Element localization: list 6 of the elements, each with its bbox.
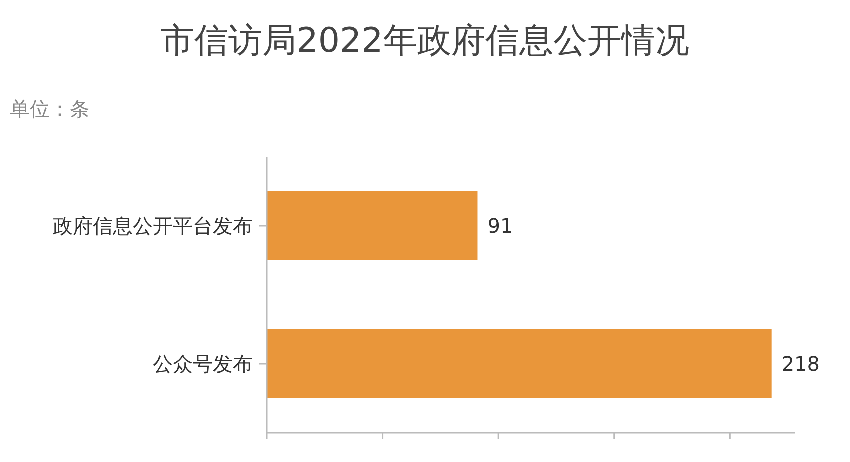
y-tick-label: 政府信息公开平台发布 xyxy=(53,214,253,238)
text: 单位：条 xyxy=(10,97,90,121)
data-label: 218 xyxy=(782,352,820,376)
chart-title: 市信访局2022年政府信息公开情况 xyxy=(160,21,690,61)
y-tick-label: 公众号发布 xyxy=(153,352,253,376)
data-label: 91 xyxy=(488,214,514,238)
